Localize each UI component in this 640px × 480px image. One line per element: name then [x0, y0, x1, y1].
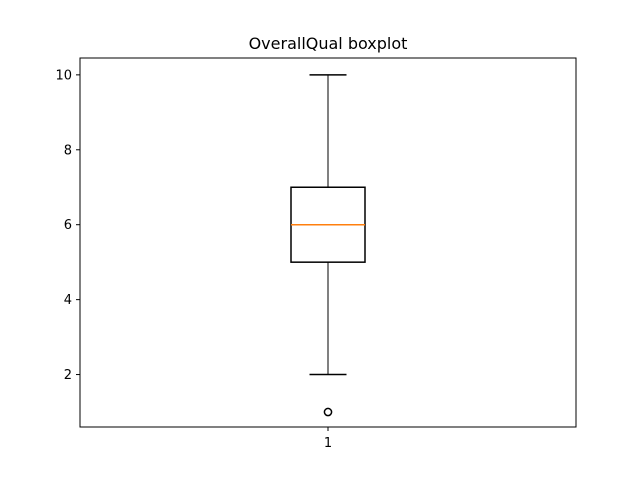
outlier-point	[323, 407, 333, 417]
x-tick-label: 1	[324, 436, 332, 451]
y-tick-label: 4	[64, 293, 72, 308]
y-tick-label: 10	[55, 68, 72, 83]
y-tick-label: 2	[64, 368, 72, 383]
y-tick-label: 8	[64, 143, 72, 158]
x-axis: 1	[324, 427, 332, 451]
y-tick-label: 6	[64, 218, 72, 233]
boxplot-marks	[290, 74, 366, 417]
y-axis: 2 4 6 8 10	[55, 68, 80, 383]
chart-title: OverallQual boxplot	[249, 34, 408, 53]
